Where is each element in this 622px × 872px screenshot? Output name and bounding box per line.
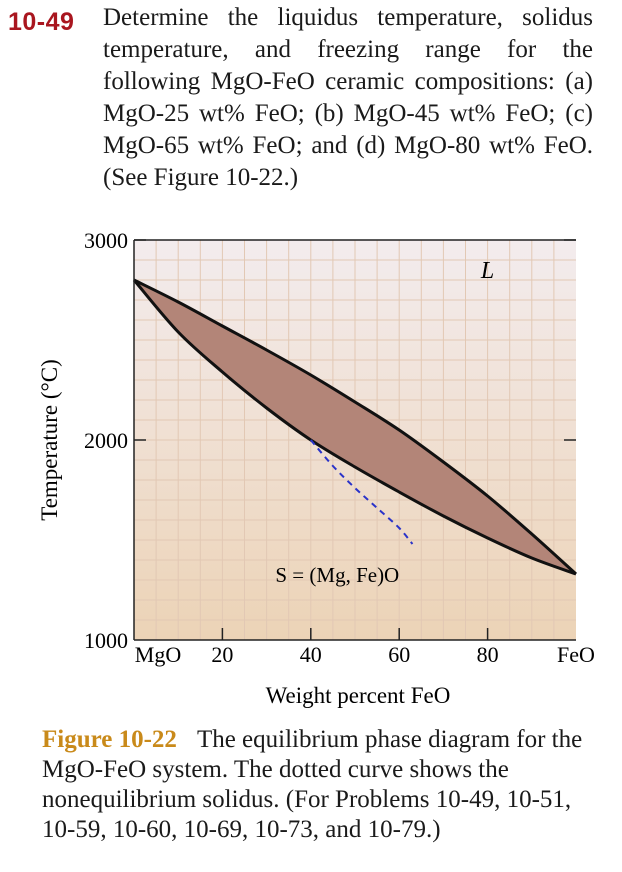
x-tick-label-60: 60 xyxy=(388,642,410,667)
region-label-solid: S = (Mg, Fe)O xyxy=(275,563,399,587)
figure-caption: Figure 10-22 The equilibrium phase diagra… xyxy=(42,725,607,845)
problem-number: 10-49 xyxy=(8,8,75,36)
x-tick-label-feo: FeO xyxy=(557,642,595,667)
solidus-curve xyxy=(132,279,577,576)
nonequilibrium-solidus-curve xyxy=(310,439,414,545)
tick-labels: MgO 20 40 60 80 FeO 1000 2000 3000 xyxy=(84,228,595,667)
y-axis-label: Temperature (°C) xyxy=(37,359,62,520)
x-axis-label: Weight percent FeO xyxy=(266,683,451,708)
x-tick-label-20: 20 xyxy=(211,642,233,667)
figure-caption-label: Figure 10-22 xyxy=(42,726,177,753)
figure-caption-text: The equilibrium phase diagram for the Mg… xyxy=(42,726,583,843)
y-tick-label-1000: 1000 xyxy=(84,628,128,653)
two-phase-region xyxy=(134,280,576,574)
x-tick-label-mgo: MgO xyxy=(135,642,181,667)
liquidus-curve xyxy=(133,278,578,576)
grid xyxy=(134,240,576,640)
ticks xyxy=(134,239,576,640)
problem-text: Determine the liquidus temperature, soli… xyxy=(103,4,593,191)
region-label-liquid: L xyxy=(480,258,494,284)
y-tick-label-3000: 3000 xyxy=(84,228,128,253)
y-tick-label-2000: 2000 xyxy=(84,428,128,453)
x-tick-label-80: 80 xyxy=(477,642,499,667)
x-tick-label-40: 40 xyxy=(300,642,322,667)
